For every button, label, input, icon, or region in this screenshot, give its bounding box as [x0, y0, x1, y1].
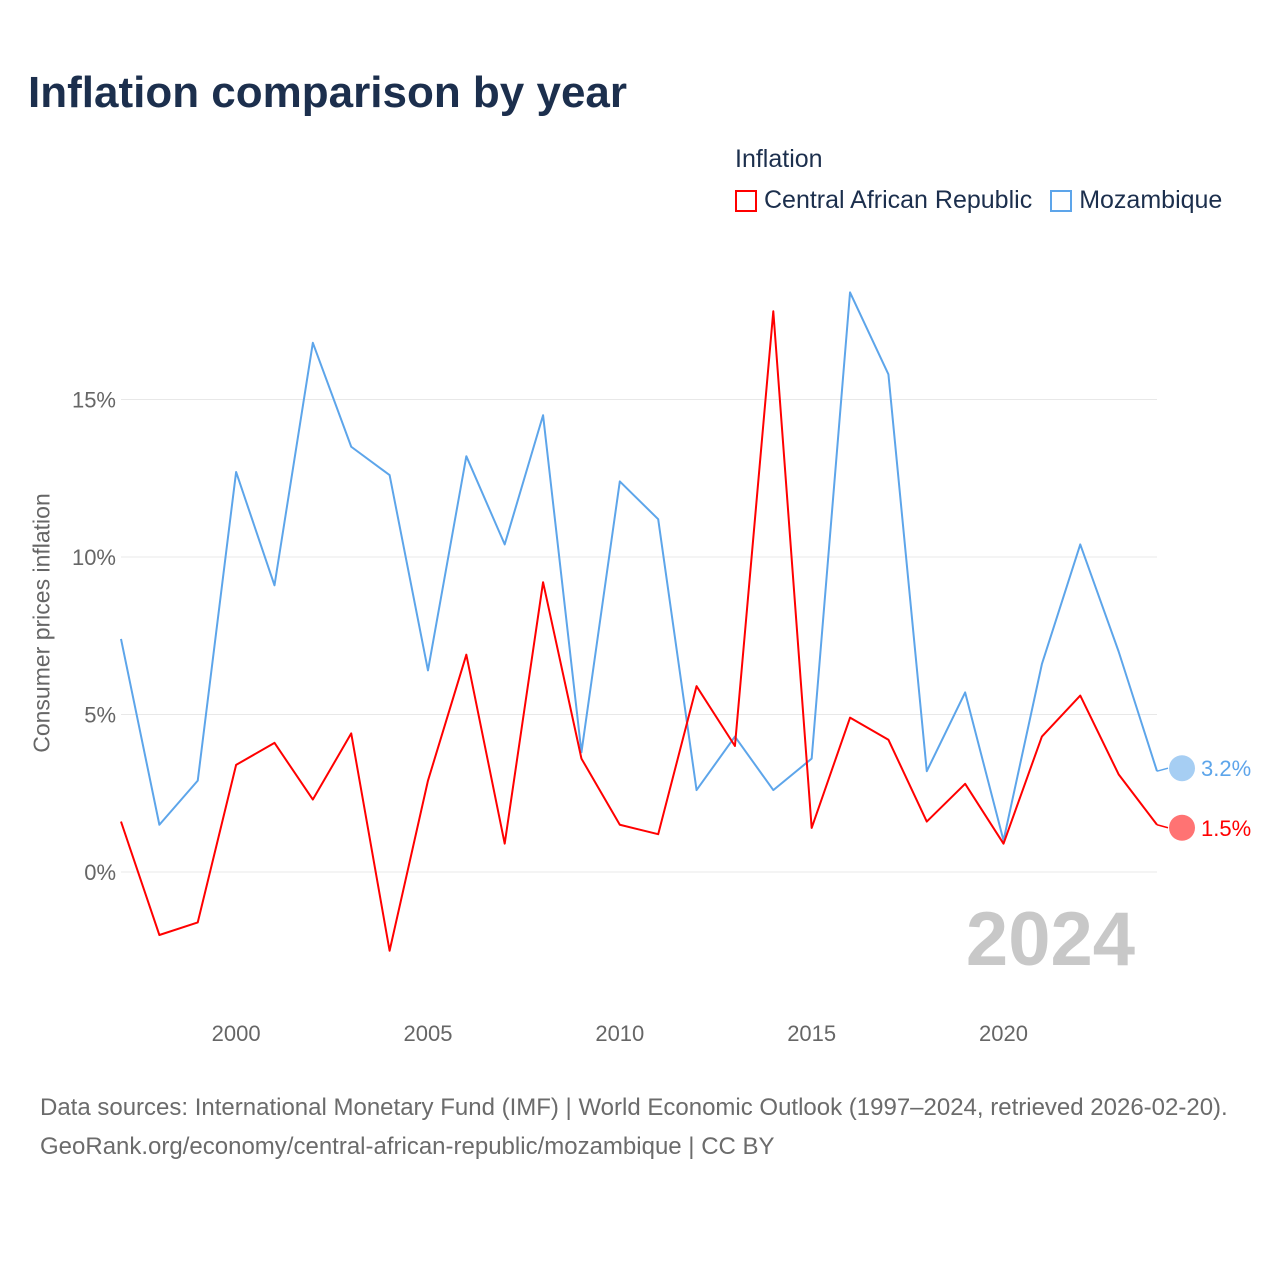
page-title: Inflation comparison by year	[28, 68, 628, 117]
legend-item-car[interactable]: Central African Republic	[735, 186, 1032, 215]
legend-label-mozambique: Mozambique	[1079, 186, 1223, 214]
x-tick-label: 2005	[403, 1021, 452, 1046]
legend-swatch-mozambique	[1050, 189, 1073, 212]
footer: Data sources: International Monetary Fun…	[40, 1088, 1250, 1166]
x-tick-label: 2010	[595, 1021, 644, 1046]
flag-icon	[1169, 755, 1195, 782]
legend: Central African Republic Mozambique	[735, 186, 1222, 215]
x-tick-label: 2015	[787, 1021, 836, 1046]
y-tick-label: 15%	[72, 388, 116, 413]
legend-label-car: Central African Republic	[764, 186, 1033, 214]
series-line-mozambique	[120, 291, 1158, 842]
y-tick-label: 10%	[72, 545, 116, 570]
y-tick-label: 5%	[84, 703, 116, 728]
source-link[interactable]: GeoRank.org/economy/central-african-repu…	[40, 1133, 775, 1160]
legend-title: Inflation	[735, 145, 823, 173]
flag-icon	[1169, 814, 1195, 841]
x-tick-label: 2000	[212, 1021, 261, 1046]
y-tick-label: 0%	[84, 860, 116, 885]
series-line-car	[120, 310, 1158, 952]
end-connector	[1156, 767, 1169, 772]
x-tick-label: 2020	[979, 1021, 1028, 1046]
end-value-label: 3.2%	[1201, 756, 1251, 781]
legend-item-mozambique[interactable]: Mozambique	[1050, 186, 1222, 215]
plot-area: 0% 5% 10% 15% 2000 2005 2010 2015 2020 2024 3.2% 1.…	[72, 291, 1251, 1046]
end-connector	[1156, 824, 1169, 829]
year-watermark: 2024	[966, 897, 1135, 982]
end-value-label: 1.5%	[1201, 816, 1251, 841]
legend-swatch-car	[735, 189, 757, 212]
data-sources: Data sources: International Monetary Fun…	[40, 1094, 1228, 1121]
